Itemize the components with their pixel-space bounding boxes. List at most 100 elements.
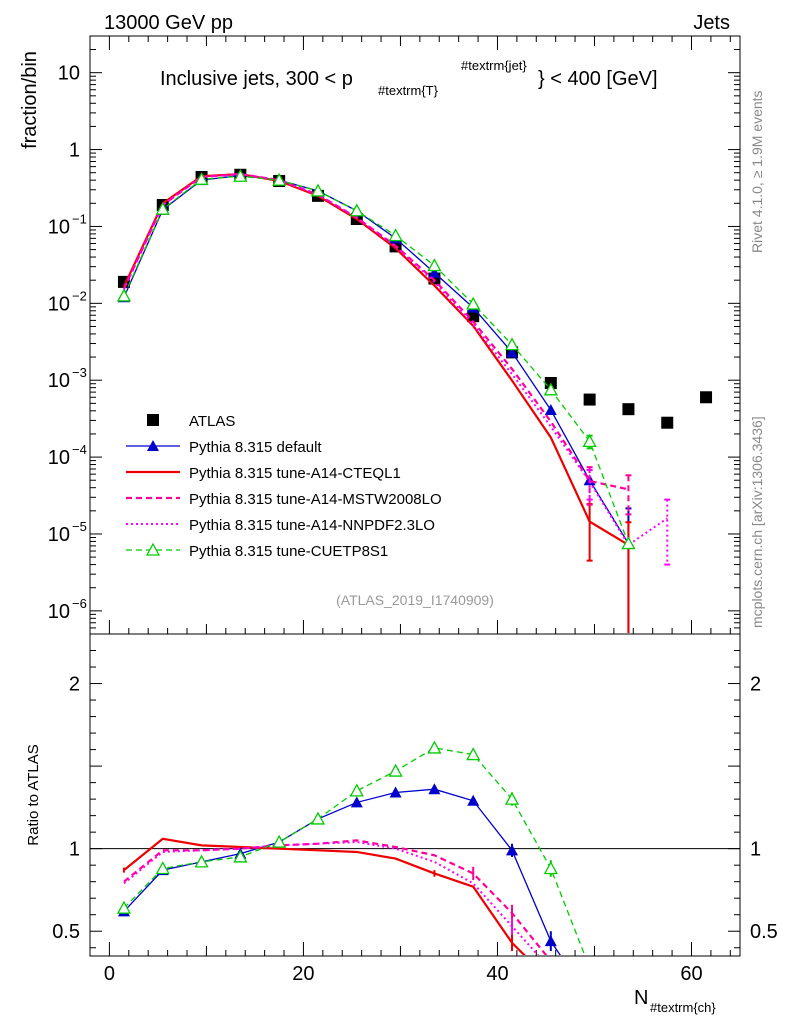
legend-marker-pythia-8-315-default: [147, 440, 159, 451]
legend-label-atlas: ATLAS: [189, 413, 235, 430]
top-y-tick-exponent: −6: [72, 596, 87, 611]
ratio-marker-pythia-8-315-default: [544, 935, 557, 947]
ratio-marker-pythia-8-315-tune-cuetp8s1: [466, 747, 481, 761]
top-panel-frame: [89, 35, 741, 635]
ratio-marker-pythia-8-315-tune-cuetp8s1: [388, 763, 403, 777]
ratio-y-tick-label: 1: [69, 839, 80, 861]
category-label: Jets: [693, 12, 730, 34]
title-subscript: #textrm{T}: [378, 83, 439, 98]
ratio-y-tick-label-right: 0.5: [750, 921, 778, 943]
energy-label: 13000 GeV pp: [104, 12, 233, 34]
marker-pythia-8-315-tune-cuetp8s1: [194, 171, 209, 185]
ratio-y-tick-label: 2: [69, 674, 80, 696]
top-y-tick-label: 10: [48, 216, 70, 238]
top-y-tick-exponent: −2: [72, 288, 87, 303]
marker-pythia-8-315-tune-cuetp8s1: [272, 172, 287, 186]
top-y-tick-label: 10: [48, 601, 70, 623]
ratio-y-tick-label-right: 1: [750, 839, 761, 861]
x-tick-label: 40: [486, 963, 508, 985]
marker-pythia-8-315-tune-cuetp8s1: [116, 288, 132, 302]
ratio-y-tick-label-right: 2: [750, 674, 761, 696]
title-superscript: #textrm{jet}: [461, 58, 527, 73]
marker-pythia-8-315-tune-cuetp8s1: [349, 203, 364, 217]
top-y-tick-exponent: −4: [72, 442, 87, 457]
series-line-pythia-8-315-tune-cuetp8s1: [123, 175, 630, 544]
top-y-tick-label: 1: [69, 140, 80, 162]
header: 13000 GeV pp Jets: [104, 12, 730, 34]
side-mcplots-label: mcplots.cern.ch [arXiv:1306.3436]: [749, 416, 765, 628]
ratio-marker-pythia-8-315-tune-cuetp8s1: [233, 849, 248, 863]
ratio-line-pythia-8-315-tune-a14-cteql1: [123, 837, 526, 955]
ratio-marker-pythia-8-315-tune-cuetp8s1: [504, 791, 520, 805]
x-axis-label-subscript: #textrm{ch}: [650, 1000, 716, 1015]
top-y-tick-label: 10: [48, 370, 70, 392]
ratio-marker-pythia-8-315-tune-cuetp8s1: [584, 962, 596, 973]
legend-label-pythia-8-315-tune-cuetp8s1: Pythia 8.315 tune-CUETP8S1: [189, 543, 388, 560]
marker-pythia-8-315-tune-cuetp8s1: [504, 337, 520, 351]
legend-marker-atlas: [147, 414, 159, 426]
ratio-y-tick-label: 0.5: [52, 921, 80, 943]
chart-title: Inclusive jets, 300 < p #textrm{T} #text…: [160, 58, 658, 98]
ratio-marker-pythia-8-315-tune-cuetp8s1: [272, 834, 287, 848]
ratio-marker-pythia-8-315-tune-cuetp8s1: [116, 900, 132, 914]
series-line-pythia-8-315-tune-a14-cteql1: [122, 172, 630, 546]
ratio-marker-pythia-8-315-default: [622, 1005, 634, 1016]
marker-pythia-8-315-default: [428, 266, 441, 278]
marker-pythia-8-315-tune-cuetp8s1: [466, 296, 481, 310]
top-series-layer: [116, 168, 713, 633]
x-tick-label: 20: [292, 963, 314, 985]
ratio-marker-pythia-8-315-default: [506, 844, 519, 856]
ratio-marker-pythia-8-315-default: [350, 796, 363, 808]
x-axis: 0 20 40 60: [104, 36, 731, 985]
top-y-tick-exponent: −1: [72, 211, 87, 226]
x-axis-label: N #textrm{ch}: [634, 987, 716, 1015]
legend-label-pythia-8-315-tune-a14-nnpdf2-3lo: Pythia 8.315 tune-A14-NNPDF2.3LO: [189, 517, 435, 534]
top-y-tick-label: 10: [48, 447, 70, 469]
ratio-marker-pythia-8-315-tune-cuetp8s1: [310, 811, 326, 825]
legend-label-pythia-8-315-default: Pythia 8.315 default: [189, 439, 322, 456]
legend-label-pythia-8-315-tune-a14-mstw2008lo: Pythia 8.315 tune-A14-MSTW2008LO: [189, 491, 442, 508]
ratio-y-axis-label: Ratio to ATLAS: [25, 744, 42, 845]
legend: ATLAS Pythia 8.315 default Pythia 8.315 tu…: [126, 413, 442, 560]
x-axis-label-main: N: [634, 987, 648, 1009]
top-y-tick-label: 10: [48, 293, 70, 315]
ratio-line-pythia-8-315-tune-cuetp8s1: [123, 747, 586, 955]
marker-pythia-8-315-tune-cuetp8s1: [621, 536, 636, 550]
legend-marker-pythia-8-315-tune-cuetp8s1: [145, 542, 161, 556]
marker-atlas: [661, 416, 674, 429]
marker-pythia-8-315-tune-cuetp8s1: [155, 201, 170, 215]
marker-pythia-8-315-default: [506, 346, 519, 358]
top-y-axis-label: fraction/bin: [19, 51, 41, 149]
ratio-marker-pythia-8-315-tune-cuetp8s1: [427, 740, 442, 754]
series-line-pythia-8-315-default: [123, 174, 629, 544]
marker-pythia-8-315-tune-cuetp8s1: [582, 434, 597, 448]
top-y-tick-exponent: −5: [72, 519, 87, 534]
ratio-marker-pythia-8-315-tune-cuetp8s1: [155, 861, 170, 875]
x-tick-label: 60: [680, 963, 702, 985]
side-labels: Rivet 4.1.0, ≥ 1.9M events mcplots.cern.…: [749, 90, 765, 628]
ratio-marker-pythia-8-315-tune-cuetp8s1: [622, 1005, 634, 1016]
analysis-id-label: (ATLAS_2019_I1740909): [336, 592, 494, 608]
ratio-line-pythia-8-315-default: [123, 788, 561, 955]
marker-pythia-8-315-tune-cuetp8s1: [310, 183, 326, 197]
x-tick-label: 0: [104, 963, 115, 985]
marker-pythia-8-315-default: [544, 403, 557, 415]
legend-label-pythia-8-315-tune-a14-cteql1: Pythia 8.315 tune-A14-CTEQL1: [189, 465, 401, 482]
ratio-line-pythia-8-315-tune-a14-nnpdf2-3lo: [123, 841, 540, 955]
ratio-marker-pythia-8-315-default: [428, 783, 441, 795]
top-y-tick-label: 10: [58, 63, 80, 85]
marker-pythia-8-315-tune-cuetp8s1: [233, 168, 248, 182]
ratio-marker-pythia-8-315-tune-cuetp8s1: [194, 854, 209, 868]
ratio-marker-pythia-8-315-default: [584, 993, 596, 1004]
marker-atlas: [467, 310, 480, 323]
ratio-marker-pythia-8-315-default: [467, 794, 480, 806]
title-main: Inclusive jets, 300 < p: [160, 68, 353, 90]
ratio-panel-frame: [89, 633, 741, 957]
marker-pythia-8-315-tune-cuetp8s1: [427, 258, 442, 272]
title-tail: } < 400 [GeV]: [538, 68, 658, 90]
marker-pythia-8-315-tune-cuetp8s1: [388, 228, 403, 242]
ratio-marker-pythia-8-315-default: [389, 786, 402, 798]
marker-atlas: [622, 403, 635, 416]
